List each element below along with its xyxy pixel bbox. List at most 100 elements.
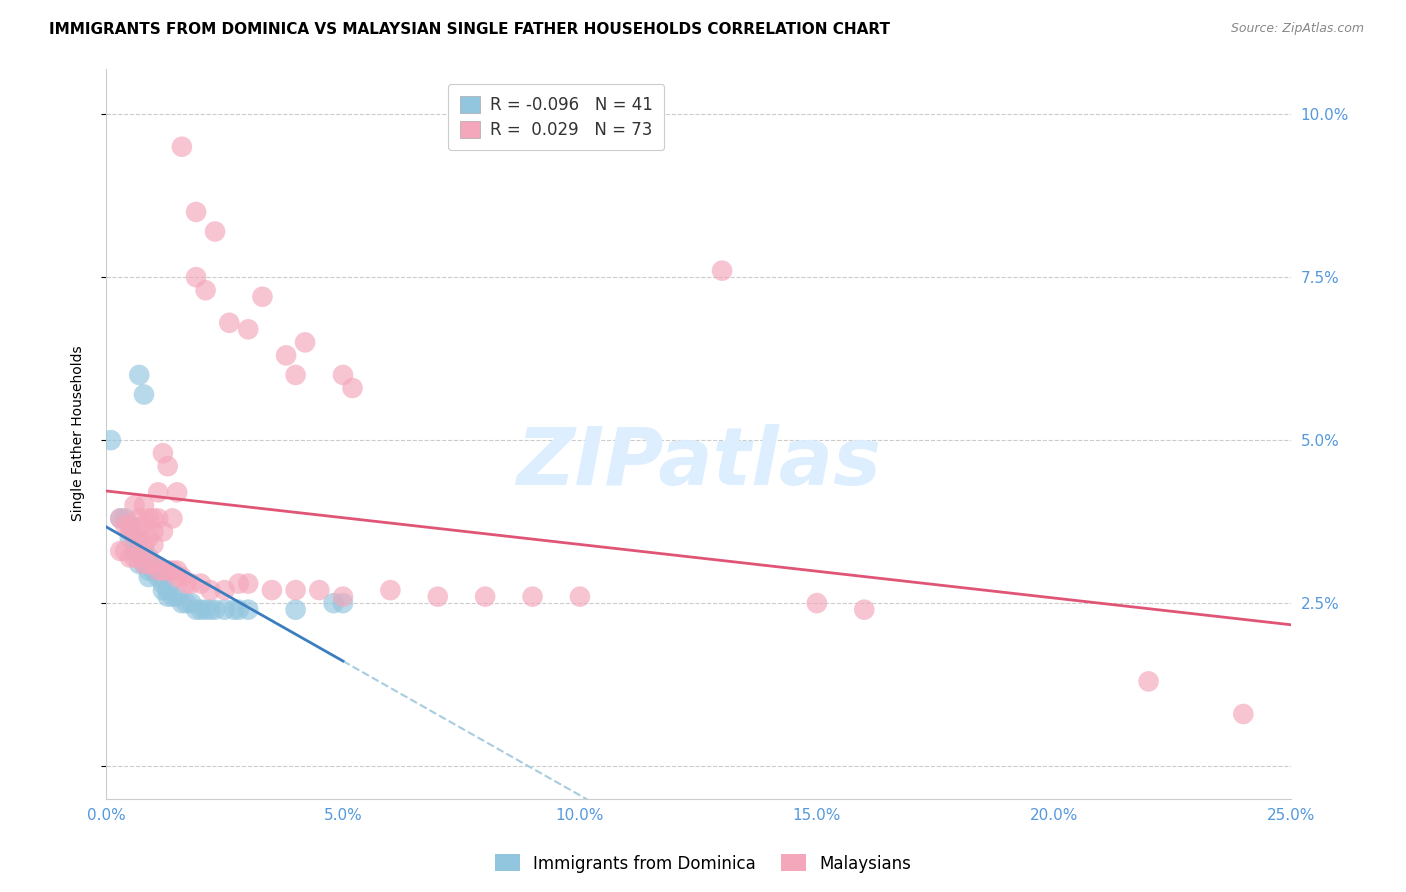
Point — [132, 387, 155, 401]
Point — [194, 283, 217, 297]
Point — [118, 550, 141, 565]
Point — [1137, 674, 1160, 689]
Point — [148, 564, 170, 578]
Point — [124, 550, 146, 565]
Point — [118, 524, 141, 539]
Point — [176, 596, 198, 610]
Point — [128, 557, 150, 571]
Point — [190, 576, 212, 591]
Point — [166, 570, 188, 584]
Point — [156, 459, 179, 474]
Point — [200, 583, 222, 598]
Point — [142, 524, 165, 539]
Point — [118, 517, 141, 532]
Point — [184, 270, 207, 285]
Point — [162, 590, 184, 604]
Point — [110, 544, 132, 558]
Point — [238, 602, 260, 616]
Text: ZIPatlas: ZIPatlas — [516, 424, 882, 502]
Legend: Immigrants from Dominica, Malaysians: Immigrants from Dominica, Malaysians — [488, 847, 918, 880]
Point — [152, 576, 174, 591]
Point — [138, 531, 160, 545]
Point — [204, 225, 226, 239]
Point — [474, 590, 496, 604]
Point — [142, 537, 165, 551]
Point — [170, 140, 193, 154]
Point — [132, 537, 155, 551]
Point — [118, 517, 141, 532]
Point — [332, 368, 354, 382]
Text: Source: ZipAtlas.com: Source: ZipAtlas.com — [1230, 22, 1364, 36]
Point — [114, 544, 136, 558]
Point — [142, 564, 165, 578]
Point — [322, 596, 344, 610]
Point — [132, 557, 155, 571]
Point — [342, 381, 364, 395]
Point — [152, 583, 174, 598]
Point — [128, 531, 150, 545]
Point — [114, 517, 136, 532]
Point — [228, 576, 250, 591]
Point — [132, 517, 155, 532]
Point — [853, 602, 876, 616]
Point — [138, 557, 160, 571]
Point — [214, 602, 236, 616]
Point — [228, 602, 250, 616]
Point — [194, 602, 217, 616]
Point — [332, 590, 354, 604]
Point — [184, 602, 207, 616]
Point — [156, 583, 179, 598]
Point — [184, 205, 207, 219]
Point — [238, 322, 260, 336]
Point — [152, 564, 174, 578]
Point — [152, 524, 174, 539]
Point — [124, 531, 146, 545]
Point — [142, 557, 165, 571]
Point — [806, 596, 828, 610]
Point — [138, 570, 160, 584]
Point — [176, 576, 198, 591]
Point — [128, 544, 150, 558]
Text: IMMIGRANTS FROM DOMINICA VS MALAYSIAN SINGLE FATHER HOUSEHOLDS CORRELATION CHART: IMMIGRANTS FROM DOMINICA VS MALAYSIAN SI… — [49, 22, 890, 37]
Point — [166, 485, 188, 500]
Point — [522, 590, 544, 604]
Point — [148, 564, 170, 578]
Point — [711, 263, 734, 277]
Point — [214, 583, 236, 598]
Point — [142, 511, 165, 525]
Point — [128, 550, 150, 565]
Point — [260, 583, 283, 598]
Point — [222, 602, 245, 616]
Point — [156, 564, 179, 578]
Legend: R = -0.096   N = 41, R =  0.029   N = 73: R = -0.096 N = 41, R = 0.029 N = 73 — [449, 84, 665, 151]
Point — [180, 596, 202, 610]
Point — [128, 368, 150, 382]
Point — [276, 348, 298, 362]
Point — [128, 511, 150, 525]
Point — [114, 511, 136, 525]
Point — [284, 368, 307, 382]
Point — [166, 564, 188, 578]
Y-axis label: Single Father Households: Single Father Households — [72, 346, 86, 522]
Point — [200, 602, 222, 616]
Point — [132, 557, 155, 571]
Point — [148, 570, 170, 584]
Point — [124, 544, 146, 558]
Point — [190, 602, 212, 616]
Point — [1232, 706, 1254, 721]
Point — [380, 583, 402, 598]
Point — [138, 511, 160, 525]
Point — [238, 576, 260, 591]
Point — [284, 602, 307, 616]
Point — [568, 590, 591, 604]
Point — [426, 590, 449, 604]
Point — [110, 511, 132, 525]
Point — [110, 511, 132, 525]
Point — [148, 511, 170, 525]
Point — [218, 316, 240, 330]
Point — [152, 446, 174, 460]
Point — [138, 564, 160, 578]
Point — [162, 564, 184, 578]
Point — [138, 550, 160, 565]
Point — [100, 433, 122, 447]
